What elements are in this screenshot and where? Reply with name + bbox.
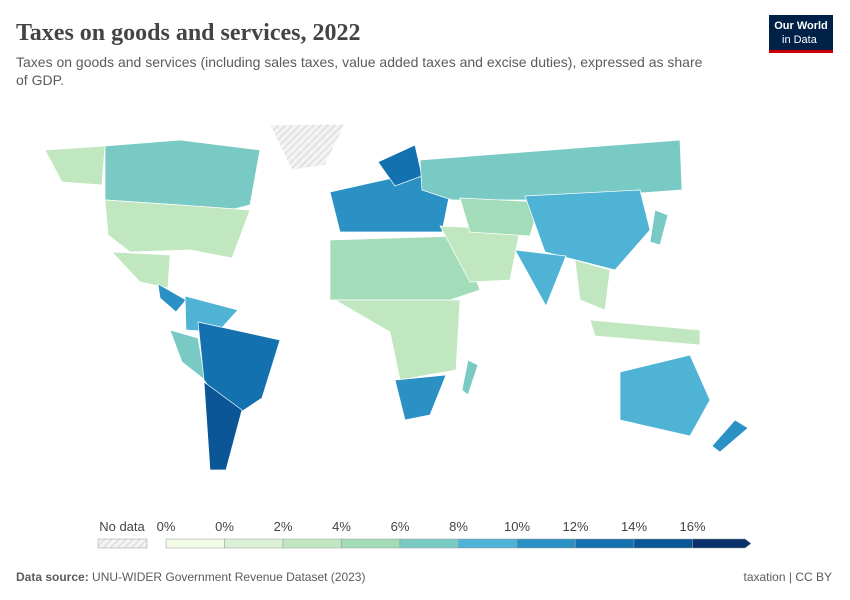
country (394, 374, 447, 421)
legend-swatch[interactable] (633, 538, 693, 549)
world-map (44, 123, 749, 471)
country (44, 145, 106, 186)
subtitle: Taxes on goods and services (including s… (16, 54, 703, 70)
legend-swatch[interactable] (692, 538, 752, 549)
legend-tick-label: 12% (562, 519, 588, 534)
country (157, 283, 187, 313)
country (524, 189, 651, 271)
legend-swatch[interactable] (341, 538, 401, 549)
legend-label: No data (99, 519, 145, 534)
legend-tick-label: 4% (332, 519, 351, 534)
country (711, 419, 749, 453)
legend-tick-label: 6% (391, 519, 410, 534)
country (329, 235, 481, 301)
country (461, 359, 479, 396)
legend-tick-label: 2% (274, 519, 293, 534)
country (459, 197, 541, 237)
legend-swatch[interactable] (165, 538, 225, 549)
tags: taxation | CC BY (744, 570, 833, 584)
source-label: Data source: (16, 570, 89, 584)
legend-swatch[interactable] (224, 538, 284, 549)
legend-tick-label: 0% (215, 519, 234, 534)
source-text: UNU-WIDER Government Revenue Dataset (20… (92, 570, 365, 584)
legend-tick-label: 10% (504, 519, 530, 534)
country (203, 381, 243, 471)
logo-text: in Data (782, 34, 818, 46)
country (574, 259, 611, 311)
legend-swatch[interactable] (575, 538, 635, 549)
logo-bar (769, 50, 833, 53)
legend-swatch[interactable] (282, 538, 342, 549)
source: Data source: UNU-WIDER Government Revenu… (16, 570, 365, 584)
legend-swatch[interactable] (516, 538, 576, 549)
legend-tick-label: 0% (157, 519, 176, 534)
logo-text: Our World (774, 20, 828, 32)
legend-no-data[interactable] (97, 538, 148, 549)
country (649, 209, 669, 246)
country (104, 199, 251, 259)
country (514, 249, 567, 307)
country (619, 354, 711, 437)
country (419, 139, 683, 201)
logo-box (769, 15, 833, 50)
no-data-region (269, 123, 346, 171)
subtitle: of GDP. (16, 72, 64, 88)
legend-swatch[interactable] (399, 538, 459, 549)
country (333, 299, 461, 381)
logo[interactable]: Our World in Data (769, 15, 833, 53)
legend-tick-label: 16% (679, 519, 705, 534)
legend-tick-label: 14% (621, 519, 647, 534)
legend-swatch[interactable] (458, 538, 518, 549)
legend: 0% 0% 2% 4% 6% 8% 10% 12% 14% 16% (157, 519, 752, 549)
title: Taxes on goods and services, 2022 (16, 20, 360, 46)
country (111, 251, 171, 289)
legend-tick-label: 8% (449, 519, 468, 534)
country (589, 319, 701, 346)
